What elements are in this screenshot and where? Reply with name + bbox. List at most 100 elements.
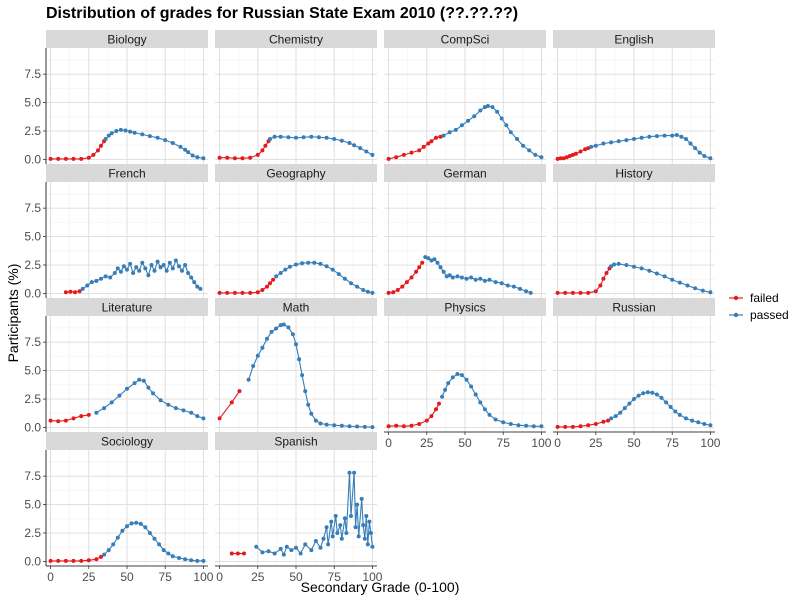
y-tick-label: 7.5 [24,67,41,81]
y-tick-label: 7.5 [24,201,41,215]
data-point-passed [152,268,157,273]
data-point-passed [438,265,443,270]
data-point-failed [404,280,409,285]
data-point-passed [511,284,516,289]
data-point-passed [349,281,353,286]
data-point-passed [281,552,286,557]
data-point-passed [189,275,194,280]
data-point-passed [283,267,288,272]
x-tick-label: 100 [700,436,720,450]
data-point-failed [429,414,434,419]
data-point-failed [394,423,399,428]
data-point-passed [355,284,360,289]
x-tick-label: 75 [497,436,511,450]
data-point-passed [493,417,498,422]
data-point-passed [355,502,360,507]
data-point-failed [578,149,583,154]
data-point-passed [469,384,474,389]
data-point-passed [539,424,544,429]
data-point-passed [487,277,492,282]
data-point-failed [79,558,84,563]
data-point-failed [426,141,431,146]
data-point-passed [347,470,352,475]
data-point-passed [318,421,323,426]
data-point-passed [353,525,358,530]
data-point-passed [339,423,344,428]
data-point-failed [229,400,234,405]
series-failed-english [555,146,591,161]
x-tick-label: 50 [289,570,303,584]
data-point-passed [627,401,632,406]
data-point-passed [303,389,308,394]
data-point-passed [359,496,364,501]
panel-physics: Physics 0 25 50 75 100 [384,298,552,450]
x-tick-label: 0 [216,570,223,584]
data-point-passed [134,265,139,270]
data-point-failed [235,551,240,556]
data-point-failed [586,146,591,151]
series-passed-history [609,261,713,295]
data-point-passed [487,412,492,417]
data-point-failed [86,412,91,417]
data-point-passed [183,557,188,562]
data-point-failed [56,419,61,424]
data-point-failed [563,424,568,429]
data-point-passed [195,155,200,160]
data-point-failed [434,407,438,412]
data-point-passed [443,387,448,392]
y-tick-label: 5.0 [24,96,41,110]
data-point-passed [125,386,129,391]
data-point-passed [186,150,191,155]
data-point-passed [300,373,305,378]
data-point-passed [473,277,478,282]
data-point-passed [118,127,123,132]
data-point-passed [294,342,298,347]
data-point-failed [63,290,68,295]
data-point-failed [268,281,272,286]
data-point-passed [313,539,318,543]
x-tick-label: 25 [589,436,603,450]
data-point-passed [447,130,452,135]
data-point-passed [622,406,627,411]
x-tick-label: 25 [420,436,434,450]
data-point-passed [147,134,152,139]
series-passed-literature [94,377,206,421]
data-point-passed [593,143,598,148]
data-point-failed [409,423,414,428]
data-point-failed [586,423,591,428]
data-point-failed [99,554,103,559]
data-point-passed [700,288,705,293]
x-tick-label: 0 [47,570,54,584]
data-point-passed [321,536,326,541]
data-point-passed [654,271,659,276]
data-point-passed [616,261,621,266]
series-passed-spanish [254,470,375,557]
series-line-failed [219,279,274,294]
data-point-passed [161,263,166,267]
data-point-passed [662,274,667,279]
data-point-failed [570,424,575,429]
data-point-passed [645,390,650,395]
data-point-passed [362,424,367,429]
data-point-passed [111,542,116,547]
data-point-failed [232,290,237,295]
data-point-passed [639,135,644,140]
data-point-passed [167,260,172,265]
strip-compsci [384,30,546,48]
strip-sociology [46,432,208,450]
data-point-passed [178,144,183,149]
data-point-failed [71,416,76,421]
data-point-passed [332,137,337,141]
data-point-passed [138,521,143,526]
series-failed-russian [555,418,610,429]
data-point-passed [268,137,272,141]
data-point-passed [183,263,188,267]
data-point-passed [677,412,682,417]
data-point-passed [624,263,629,267]
data-point-passed [677,280,682,285]
strip-literature [46,298,208,316]
data-point-passed [362,536,367,541]
data-point-passed [708,290,713,295]
data-point-passed [294,262,298,267]
data-point-passed [447,273,452,278]
